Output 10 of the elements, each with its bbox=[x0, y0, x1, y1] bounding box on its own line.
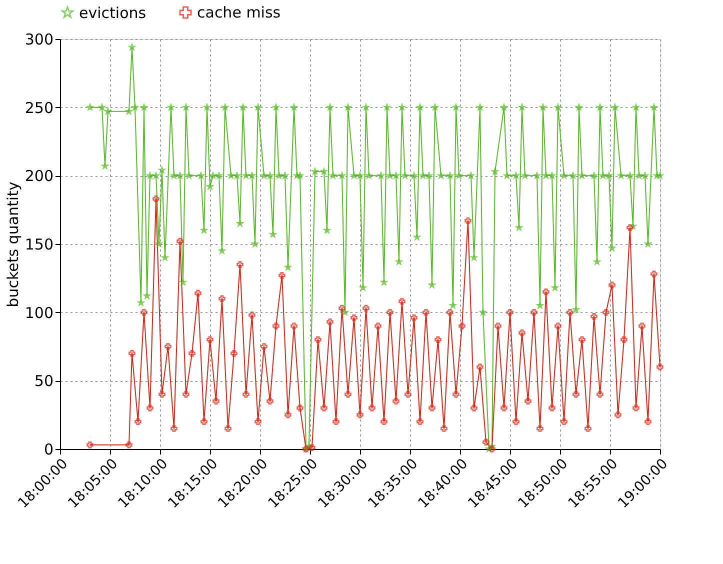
y-tick-label: 0 bbox=[44, 440, 54, 458]
y-tick-label: 100 bbox=[24, 304, 54, 322]
y-tick-label: 150 bbox=[24, 236, 54, 254]
y-tick-label: 50 bbox=[34, 372, 54, 390]
y-tick-label: 200 bbox=[24, 167, 54, 186]
legend-label: cache miss bbox=[197, 4, 281, 22]
y-axis-title: buckets quantity bbox=[4, 182, 22, 308]
y-tick-label: 250 bbox=[24, 98, 54, 117]
legend-label: evictions bbox=[79, 4, 146, 22]
y-tick-label: 300 bbox=[24, 30, 54, 48]
